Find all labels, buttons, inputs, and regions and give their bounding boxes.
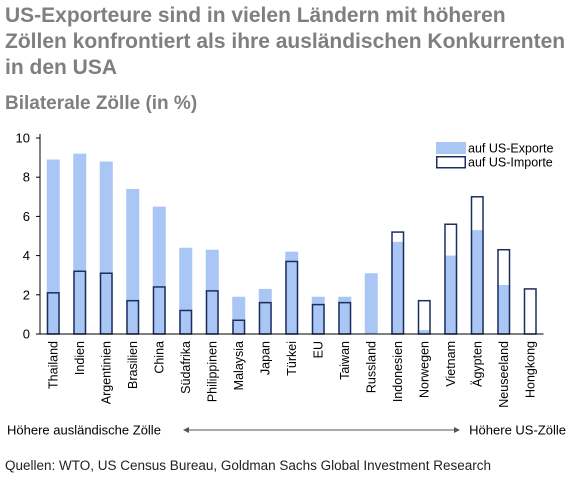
bar-export-agypten (470, 230, 484, 334)
chart-subtitle: Bilaterale Zölle (in %) (5, 93, 198, 114)
y-tick-label: 6 (23, 209, 30, 224)
bar-export-indonesien (391, 241, 405, 334)
bar-export-russland (364, 273, 378, 334)
bar-export-philippinen (205, 249, 219, 334)
y-tick-label: 10 (16, 131, 30, 146)
x-tick-label-russland: Russland (364, 341, 378, 393)
x-tick-label-eu: EU (311, 341, 325, 358)
arrow-left-label: Höhere ausländische Zölle (7, 423, 161, 438)
bar-export-brasilien (126, 188, 140, 334)
y-tick-label: 2 (23, 287, 30, 302)
x-tick-label-neuseeland: Neuseeland (497, 341, 511, 408)
chart-title: US-Exporteure sind in vielen Ländern mit… (5, 4, 566, 79)
y-tick-label: 0 (23, 327, 30, 342)
x-tick-label-japan: Japan (258, 341, 272, 375)
bar-export-neuseeland (497, 285, 511, 334)
source-note: Quellen: WTO, US Census Bureau, Goldman … (5, 458, 491, 473)
bar-export-taiwan (338, 296, 352, 334)
x-tick-label-brasilien: Brasilien (126, 341, 140, 389)
x-tick-label-malaysia: Malaysia (232, 341, 246, 390)
bar-import-hongkong (523, 288, 537, 335)
legend-swatch-exports (436, 142, 466, 154)
bar-export-indien (73, 153, 87, 334)
bar-export-eu (311, 296, 325, 334)
bar-export-argentinien (99, 161, 113, 334)
x-tick-label-indien: Indien (73, 341, 87, 375)
x-tick-label-turkei: Türkei (285, 341, 299, 376)
arrow-right-label: Höhere US-Zölle (469, 423, 566, 438)
x-tick-label-taiwan: Taiwan (338, 341, 352, 380)
legend-label-imports: auf US-Importe (468, 156, 553, 170)
x-tick-label-philippinen: Philippinen (205, 341, 219, 402)
legend-label-exports: auf US-Exporte (468, 142, 554, 156)
bar-export-vietnam (444, 255, 458, 334)
bar-import-norwegen (417, 299, 431, 335)
bar-export-norwegen (417, 330, 431, 334)
x-tick-label-norwegen: Norwegen (417, 341, 431, 398)
x-tick-label-china: China (152, 341, 166, 374)
arrow-head-left (183, 427, 189, 433)
x-tick-label-hongkong: Hongkong (523, 341, 537, 398)
bar-chart: Thailand Indien Argentinien Brasilien China S… (7, 131, 566, 438)
arrow-head-right (454, 427, 460, 433)
x-tick-label-argentinien: Argentinien (99, 341, 113, 404)
y-tick-label: 4 (23, 248, 30, 263)
bar-export-thailand (46, 159, 60, 334)
x-tick-label-sudafrika: Südafrika (179, 341, 193, 394)
x-tick-label-agypten: Ägypten (470, 341, 484, 387)
bar-export-sudafrika (179, 247, 193, 334)
x-tick-label-thailand: Thailand (46, 341, 60, 389)
x-tick-label-indonesien: Indonesien (391, 341, 405, 402)
y-tick-label: 8 (23, 170, 30, 185)
bar-export-malaysia (232, 296, 246, 334)
legend-swatch-imports (436, 156, 466, 169)
bar-export-japan (258, 288, 272, 334)
x-tick-label-vietnam: Vietnam (444, 341, 458, 387)
bar-export-china (152, 206, 166, 334)
bar-export-turkei (285, 251, 299, 334)
